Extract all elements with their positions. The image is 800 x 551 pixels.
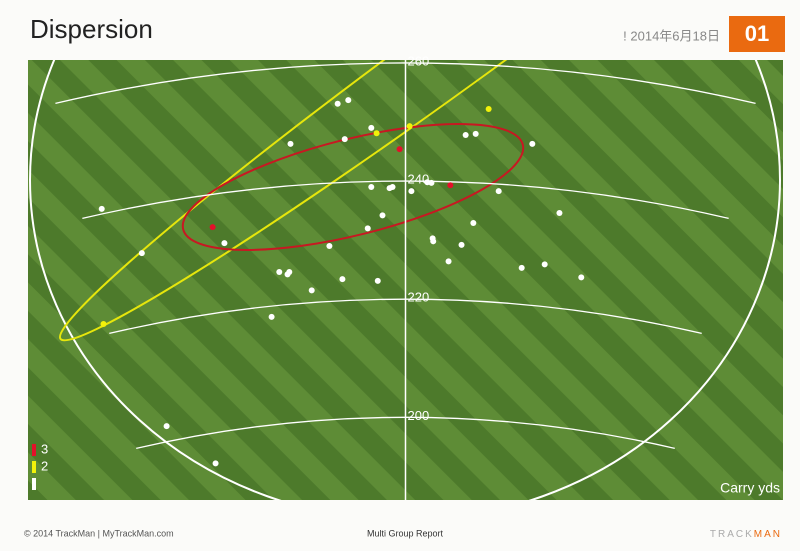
footer-copyright: © 2014 TrackMan | MyTrackMan.com: [24, 528, 174, 538]
shot: [447, 182, 454, 189]
distance-arc: [55, 62, 756, 105]
shot: [379, 212, 386, 219]
shot: [276, 269, 283, 276]
shot: [368, 183, 375, 190]
brand: TRACKMAN: [710, 529, 782, 540]
shot: [430, 238, 437, 245]
shot: [339, 276, 346, 283]
legend-swatch: [32, 444, 36, 456]
shot: [458, 241, 465, 248]
shot: [326, 243, 333, 250]
legend-swatch: [32, 478, 36, 490]
shot: [373, 130, 380, 137]
legend: 32: [32, 441, 48, 490]
shot: [389, 183, 396, 190]
shot: [368, 124, 375, 131]
shot: [212, 460, 219, 467]
brand-part: MAN: [754, 529, 782, 540]
group-ellipse: [58, 60, 783, 342]
shot: [221, 240, 228, 247]
legend-swatch: [32, 461, 36, 473]
shot: [445, 258, 452, 265]
group-ellipse: [181, 123, 525, 251]
legend-label: 3: [41, 441, 48, 456]
shot: [334, 100, 341, 107]
shot: [408, 188, 415, 195]
shot: [287, 140, 294, 147]
distance-arc: [136, 416, 675, 450]
shot: [308, 287, 315, 294]
shot: [518, 264, 525, 271]
page-title: Dispersion: [30, 14, 153, 44]
shot: [209, 224, 216, 231]
shot: [472, 130, 479, 137]
shot: [284, 271, 291, 278]
plot: [29, 60, 783, 500]
shot: [462, 132, 469, 139]
y-tick-label: 240: [408, 172, 430, 187]
distance-arc: [109, 298, 702, 335]
legend-label: 2: [41, 458, 48, 473]
y-tick-label: 220: [408, 290, 430, 305]
range-outline: [29, 60, 781, 500]
report-number: 01: [745, 21, 769, 46]
brand-part: TRACK: [710, 529, 754, 540]
shot: [406, 123, 413, 130]
shot: [98, 205, 105, 212]
y-tick-label: 260: [408, 53, 430, 68]
shot: [556, 209, 563, 216]
shot: [428, 179, 435, 186]
shot: [341, 136, 348, 143]
shot: [470, 220, 477, 227]
report-date: ! 2014年6月18日: [623, 28, 720, 43]
shot: [138, 250, 145, 257]
shot: [345, 97, 352, 104]
shot: [485, 106, 492, 113]
shot: [396, 146, 403, 153]
shot: [374, 277, 381, 284]
shot: [364, 225, 371, 232]
shot: [495, 188, 502, 195]
shot: [268, 313, 275, 320]
shot: [163, 423, 170, 430]
axis-label: Carry yds: [720, 480, 780, 496]
distance-arc: [82, 180, 729, 220]
number-badge: [729, 16, 785, 52]
y-tick-label: 200: [408, 408, 430, 423]
shot: [578, 274, 585, 281]
footer-report: Multi Group Report: [367, 528, 444, 538]
shot: [541, 261, 548, 268]
shot: [100, 321, 107, 327]
shot: [529, 140, 536, 147]
